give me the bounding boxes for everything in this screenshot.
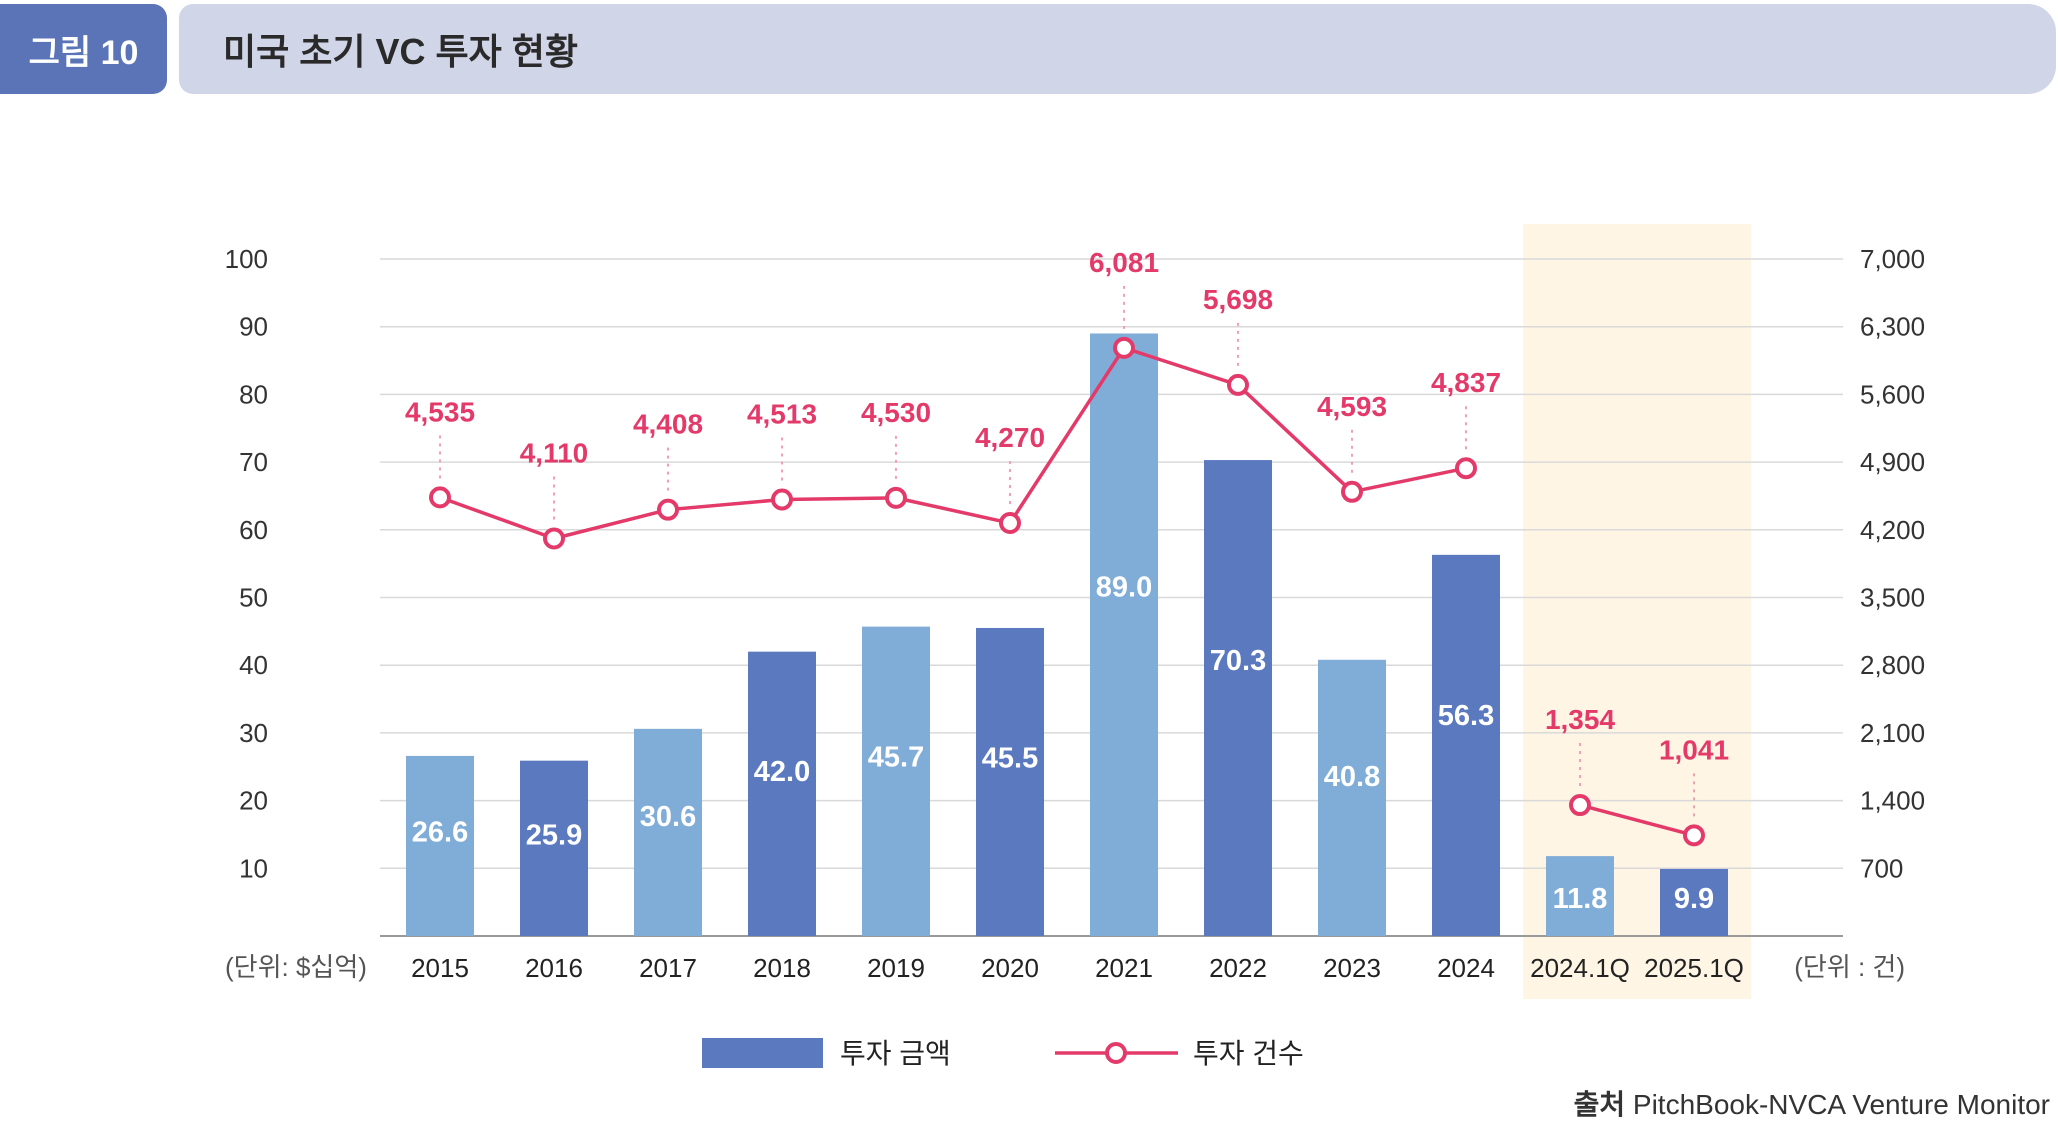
- line-point-marker: [1227, 373, 1249, 396]
- line-point-marker: [1683, 824, 1705, 847]
- right-tick-label: 4,200: [1860, 515, 1925, 545]
- source-note: 출처 PitchBook-NVCA Venture Monitor: [1574, 1083, 2050, 1123]
- chart-title-bar: 미국 초기 VC 투자 현황: [179, 4, 2056, 94]
- x-tick-label: 2023: [1323, 953, 1381, 983]
- x-tick-label: 2021: [1095, 953, 1153, 983]
- bar-value-label: 89.0: [1096, 572, 1152, 604]
- bar-value-label: 26.6: [412, 817, 468, 849]
- bar-investment-amount: [1660, 868, 1728, 936]
- source-label: 출처: [1573, 1089, 1626, 1120]
- line-point-marker: [657, 498, 679, 521]
- bar-value-label: 9.9: [1674, 883, 1714, 915]
- left-tick-label: 100: [225, 244, 268, 274]
- line-point-marker: [429, 486, 451, 509]
- bar-value-label: 11.8: [1553, 883, 1608, 915]
- bar-value-label: 56.3: [1438, 700, 1494, 732]
- left-tick-label: 30: [239, 718, 268, 748]
- x-tick-label: 2025.1Q: [1644, 953, 1744, 983]
- line-point-marker: [543, 527, 565, 550]
- legend-label-bar: 투자 금액: [840, 1038, 951, 1069]
- bar-value-label: 40.8: [1324, 761, 1380, 793]
- line-investment-count: [1579, 803, 1695, 838]
- line-point-marker: [1569, 794, 1591, 817]
- x-tick-label: 2024: [1437, 953, 1495, 983]
- bar-investment-amount: [1546, 856, 1614, 936]
- bar-value-label: 45.5: [982, 742, 1038, 774]
- left-axis-unit-label: (단위: $십억): [225, 952, 367, 982]
- bar-investment-amount: [1318, 659, 1386, 936]
- legend-swatch-marker: [1105, 1042, 1127, 1064]
- line-value-label: 4,593: [1317, 391, 1387, 422]
- right-tick-label: 5,600: [1860, 379, 1925, 409]
- x-tick-label: 2020: [981, 953, 1039, 983]
- bar-value-label: 45.7: [868, 742, 924, 774]
- bar-investment-amount: [520, 760, 588, 936]
- line-value-label: 4,535: [405, 396, 475, 427]
- bar-value-label: 30.6: [640, 801, 696, 833]
- bar-investment-amount: [406, 755, 474, 936]
- x-tick-label: 2024.1Q: [1530, 953, 1630, 983]
- line-value-label: 4,270: [975, 422, 1045, 453]
- x-tick-label: 2016: [525, 953, 583, 983]
- line-point-marker: [1113, 336, 1135, 359]
- bar-investment-amount: [862, 626, 930, 936]
- source-text: PitchBook-NVCA Venture Monitor: [1632, 1089, 2050, 1120]
- left-tick-label: 80: [239, 379, 268, 409]
- x-tick-label: 2017: [639, 953, 697, 983]
- legend-label-line: 투자 건수: [1193, 1038, 1304, 1069]
- line-value-label: 4,530: [861, 397, 931, 428]
- right-tick-label: 4,900: [1860, 447, 1925, 477]
- line-value-label: 1,041: [1659, 734, 1729, 765]
- x-tick-label: 2018: [753, 953, 811, 983]
- line-value-label: 4,837: [1431, 367, 1501, 398]
- right-tick-label: 700: [1860, 853, 1903, 883]
- right-tick-label: 6,300: [1860, 312, 1925, 342]
- bar-investment-amount: [976, 627, 1044, 936]
- right-tick-label: 1,400: [1860, 786, 1925, 816]
- bar-investment-amount: [1090, 333, 1158, 937]
- legend-swatch-bar: [702, 1038, 823, 1068]
- left-tick-label: 20: [239, 786, 268, 816]
- left-tick-label: 90: [239, 312, 268, 342]
- x-tick-label: 2015: [411, 953, 469, 983]
- left-tick-label: 60: [239, 515, 268, 545]
- bar-investment-amount: [634, 728, 702, 936]
- left-tick-label: 50: [239, 583, 268, 613]
- right-tick-label: 2,100: [1860, 718, 1925, 748]
- chart-title: 미국 초기 VC 투자 현황: [223, 31, 578, 72]
- right-tick-label: 2,800: [1860, 650, 1925, 680]
- bar-investment-amount: [748, 651, 816, 936]
- right-tick-label: 7,000: [1860, 244, 1925, 274]
- left-tick-label: 40: [239, 650, 268, 680]
- bar-investment-amount: [1204, 460, 1272, 936]
- bar-value-label: 25.9: [526, 819, 582, 851]
- line-value-label: 1,354: [1545, 704, 1615, 735]
- line-value-label: 4,110: [520, 438, 589, 469]
- line-value-label: 6,081: [1089, 247, 1159, 278]
- bar-investment-amount: [1432, 554, 1500, 936]
- x-tick-label: 2022: [1209, 953, 1267, 983]
- left-tick-label: 70: [239, 447, 268, 477]
- bar-value-label: 42.0: [754, 756, 810, 788]
- line-point-marker: [1455, 457, 1477, 480]
- line-investment-count: [439, 346, 1467, 541]
- line-point-marker: [999, 512, 1021, 535]
- line-point-marker: [1341, 480, 1363, 503]
- left-tick-label: 10: [239, 853, 268, 883]
- x-tick-label: 2019: [867, 953, 925, 983]
- bar-value-label: 70.3: [1210, 645, 1266, 677]
- figure-label: 그림 10: [0, 4, 167, 94]
- line-value-label: 4,408: [633, 409, 703, 440]
- line-point-marker: [885, 486, 907, 509]
- line-value-label: 5,698: [1203, 284, 1273, 315]
- line-value-label: 4,513: [747, 399, 817, 430]
- line-point-marker: [771, 488, 793, 511]
- right-tick-label: 3,500: [1860, 583, 1925, 613]
- right-axis-unit-label: (단위 : 건): [1794, 952, 1905, 982]
